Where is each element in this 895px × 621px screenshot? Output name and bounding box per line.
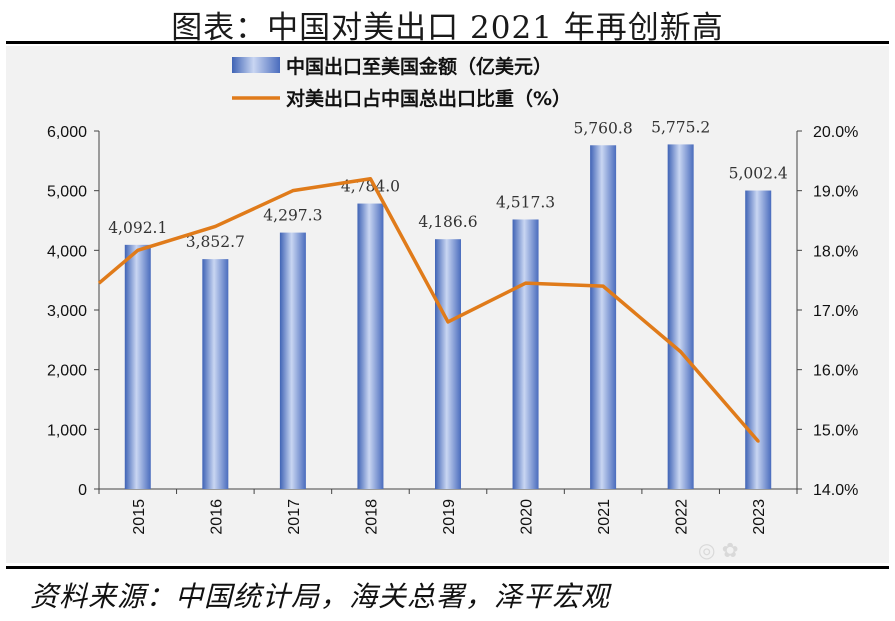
watermark-logo: ◎ ✿ — [698, 538, 739, 562]
bar-value-label: 5,775.2 — [651, 118, 710, 136]
legend: 中国出口至美国金额（亿美元） 对美出口占中国总出口比重（%） — [232, 55, 571, 110]
bar-value-label: 5,760.8 — [574, 119, 633, 137]
x-axis-tick-label: 2017 — [286, 499, 303, 535]
bar-value-label: 5,002.4 — [729, 165, 788, 183]
bar-2017 — [279, 232, 306, 490]
bar-2023 — [745, 190, 772, 489]
share-point-2016 — [213, 224, 217, 228]
left-axis-tick-label: 1,000 — [47, 422, 87, 439]
left-axis-tick-label: 3,000 — [47, 303, 87, 320]
bar-value-label: 4,297.3 — [263, 207, 322, 225]
left-axis-tick-label: 4,000 — [47, 243, 87, 260]
right-axis-tick-label: 14.0% — [813, 482, 858, 499]
source-note: 资料来源：中国统计局，海关总署，泽平宏观 — [30, 580, 611, 613]
bar-value-label: 3,852.7 — [186, 233, 245, 251]
bar-value-label: 4,186.6 — [418, 213, 477, 231]
bar-2015 — [124, 244, 151, 489]
share-point-2020 — [524, 281, 528, 285]
chart-title: 图表：中国对美出口 2021 年再创新高 — [171, 10, 724, 46]
left-axis-tick-label: 0 — [78, 482, 87, 499]
share-point-2017 — [291, 189, 295, 193]
bar-2016 — [202, 259, 229, 489]
bar-2021 — [590, 145, 617, 489]
share-line — [97, 176, 760, 443]
x-axis-tick-label: 2020 — [519, 499, 536, 535]
legend-bar-label: 中国出口至美国金额（亿美元） — [286, 55, 552, 78]
x-axis-tick-label: 2023 — [751, 499, 768, 535]
share-point-2023 — [756, 439, 760, 443]
x-axis-tick-label: 2015 — [131, 499, 148, 535]
right-axis-tick-label: 20.0% — [813, 124, 858, 141]
left-axis-tick-label: 6,000 — [47, 124, 87, 141]
share-point-2019 — [446, 320, 450, 324]
bar-value-label: 4,517.3 — [496, 193, 555, 211]
right-axis-tick-label: 16.0% — [813, 363, 858, 380]
bar-2020 — [512, 219, 539, 489]
legend-line-label: 对美出口占中国总出口比重（%） — [286, 87, 571, 110]
x-axis-tick-label: 2022 — [674, 499, 691, 535]
right-axis-tick-label: 18.0% — [813, 243, 858, 260]
right-axis-tick-label: 17.0% — [813, 303, 858, 320]
bar-2019 — [435, 239, 461, 489]
x-axis-tick-label: 2021 — [596, 499, 613, 535]
share-point-2022 — [679, 350, 683, 354]
left-axis-tick-label: 2,000 — [47, 363, 87, 380]
share-point-2018 — [368, 177, 372, 181]
source-rule — [6, 566, 889, 569]
share-point-2015 — [136, 248, 140, 252]
bar-2018 — [357, 203, 384, 489]
right-axis-tick-label: 15.0% — [813, 422, 858, 439]
x-axis-tick-label: 2019 — [441, 499, 458, 535]
bar-value-label: 4,092.1 — [108, 219, 167, 237]
title-rule — [6, 41, 889, 44]
right-axis-tick-label: 19.0% — [813, 184, 858, 201]
share-point-2021 — [601, 284, 605, 288]
left-axis-tick-label: 5,000 — [47, 184, 87, 201]
bar-2022 — [667, 144, 694, 489]
x-axis-tick-label: 2018 — [363, 499, 380, 535]
x-axis-tick-label: 2016 — [208, 499, 225, 535]
legend-bar-swatch — [232, 57, 280, 73]
